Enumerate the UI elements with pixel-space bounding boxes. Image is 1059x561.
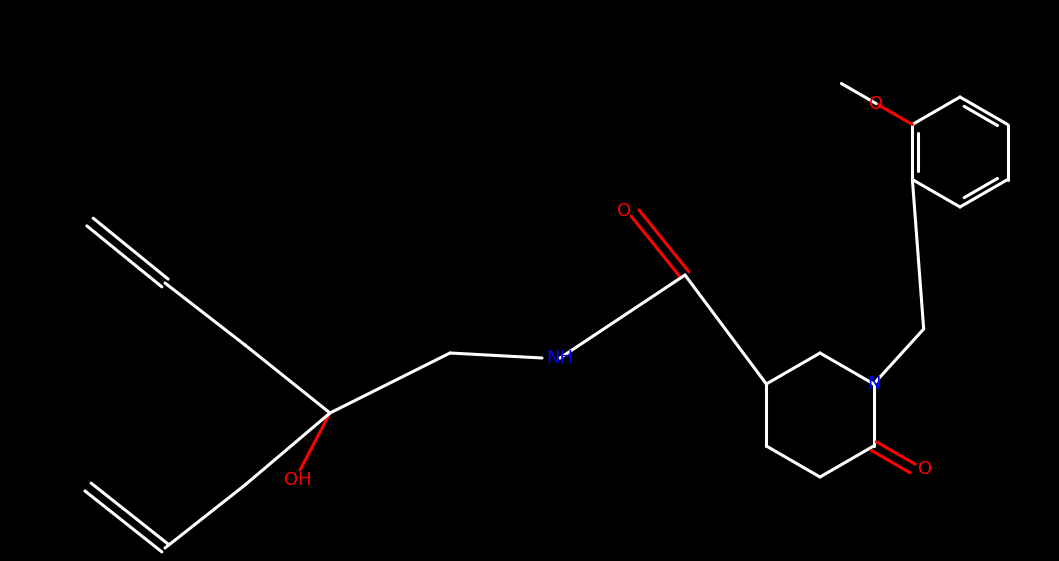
Text: O: O [869,94,883,113]
Text: N: N [867,375,880,393]
Text: NH: NH [546,349,574,367]
Text: O: O [917,459,932,477]
Text: OH: OH [284,471,311,489]
Text: O: O [617,202,631,220]
